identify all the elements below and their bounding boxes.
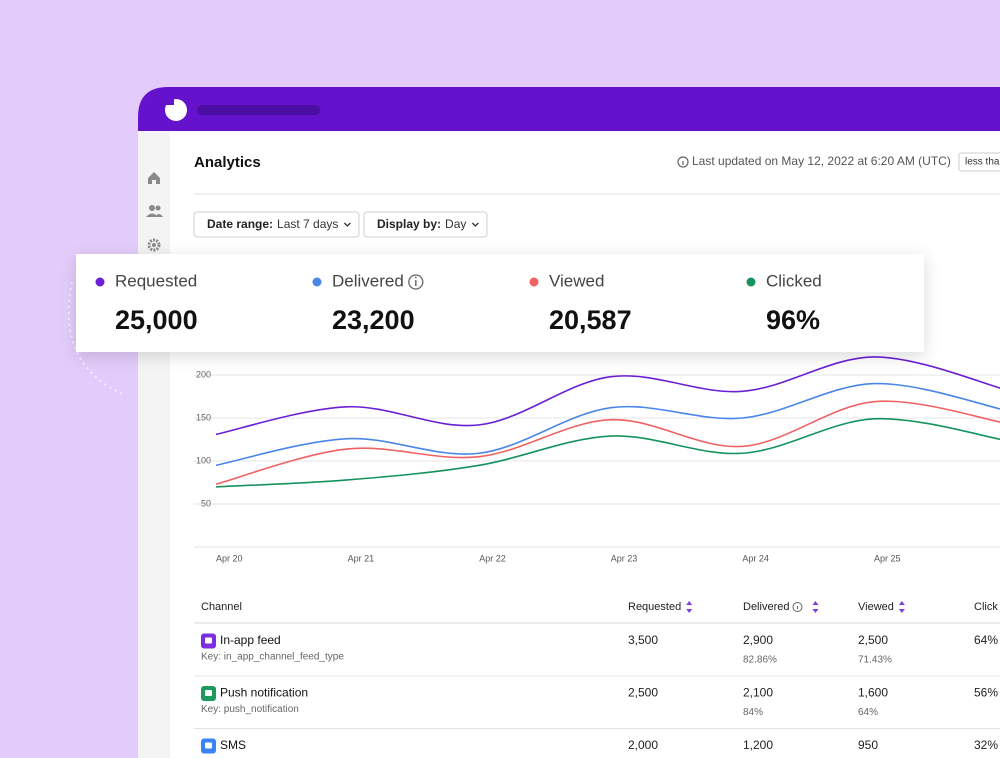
info-icon xyxy=(677,156,689,168)
total-value: 23,200 xyxy=(332,305,415,335)
channel-key: Key: push_notification xyxy=(201,704,299,715)
filter-value: Day xyxy=(445,217,466,231)
filters: Date range: Last 7 days Display by: Day xyxy=(193,211,488,238)
cell-percent: 82.86% xyxy=(743,655,777,666)
cell-value: 2,500 xyxy=(628,686,658,700)
column-header: Channel xyxy=(201,601,242,613)
top-bar xyxy=(138,87,1000,131)
x-tick-label: Apr 23 xyxy=(611,553,638,563)
last-updated: Last updated on May 12, 2022 at 6:20 AM … xyxy=(692,154,951,168)
x-tick-label: Apr 21 xyxy=(348,553,375,563)
chart: 50 100 150 200 Apr 20 Apr 21 Apr 22 Apr 23 Apr 2… xyxy=(194,356,1000,563)
sort-icon[interactable] xyxy=(686,601,693,613)
cell-value: 56% xyxy=(974,686,998,700)
legend-dot xyxy=(95,277,105,287)
cell-value: 32% xyxy=(974,738,998,752)
info-icon-dot xyxy=(414,276,417,279)
cell-value: 1,200 xyxy=(743,738,773,752)
badge-text: less tha xyxy=(965,157,1000,168)
filter-button[interactable] xyxy=(363,211,488,238)
cell-value: 950 xyxy=(858,738,878,752)
filter-label: Display by: xyxy=(377,217,441,231)
cell-percent: 71.43% xyxy=(858,655,892,666)
legend-label: Viewed xyxy=(549,271,604,290)
info-icon xyxy=(792,602,803,612)
legend-dot xyxy=(529,277,539,287)
cell-value: 2,900 xyxy=(743,633,773,647)
url-bar xyxy=(197,105,320,115)
column-header: Click xyxy=(974,601,998,613)
settings-icon[interactable] xyxy=(147,238,161,252)
channel-icon-glyph xyxy=(205,742,212,749)
x-tick-label: Apr 24 xyxy=(742,553,769,563)
logo-notch xyxy=(165,99,174,105)
cell-value: 1,600 xyxy=(858,686,888,700)
chevron xyxy=(471,222,479,227)
total-value: 25,000 xyxy=(115,305,198,335)
table: Channel Requested Delivered Viewed Click In-a… xyxy=(194,601,1000,754)
info-icon xyxy=(408,274,424,290)
legend-label: Delivered xyxy=(332,271,404,290)
legend-label: Requested xyxy=(115,271,197,290)
users-icon[interactable] xyxy=(146,205,163,217)
channel-key: Key: in_app_channel_feed_type xyxy=(201,652,344,663)
sort-icon[interactable] xyxy=(898,601,905,613)
y-tick-label: 200 xyxy=(196,369,211,379)
home-icon[interactable] xyxy=(148,172,160,184)
legend-dot xyxy=(746,277,756,287)
cell-value: 64% xyxy=(974,633,998,647)
chevron xyxy=(343,222,351,227)
cell-value: 2,100 xyxy=(743,686,773,700)
decoration xyxy=(67,281,126,396)
channel-name[interactable]: Push notification xyxy=(220,686,308,700)
sort-icon[interactable] xyxy=(812,601,819,613)
legend-label: Clicked xyxy=(766,271,822,290)
y-tick-label: 100 xyxy=(196,455,211,465)
series-line xyxy=(215,417,1000,488)
filter-label: Date range: xyxy=(207,217,273,231)
x-tick-label: Apr 20 xyxy=(216,553,243,563)
cell-percent: 84% xyxy=(743,707,763,718)
series-line xyxy=(215,356,1000,436)
y-tick-label: 50 xyxy=(201,498,211,508)
x-tick-label: Apr 25 xyxy=(874,553,901,563)
column-header: Viewed xyxy=(858,601,894,613)
total-value: 96% xyxy=(766,305,820,335)
cell-value: 3,500 xyxy=(628,633,658,647)
total-value: 20,587 xyxy=(549,305,632,335)
channel-name[interactable]: In-app feed xyxy=(220,633,281,647)
y-tick-label: 150 xyxy=(196,412,211,422)
column-header: Delivered xyxy=(743,601,789,613)
series-line xyxy=(215,400,1000,485)
x-tick-label: Apr 22 xyxy=(479,553,506,563)
card-background xyxy=(76,254,924,352)
page-title: Analytics xyxy=(194,154,261,171)
badge xyxy=(958,152,1000,172)
filter-value: Last 7 days xyxy=(277,217,338,231)
cell-value: 2,000 xyxy=(628,738,658,752)
filter-button[interactable] xyxy=(193,211,360,238)
channel-icon-glyph xyxy=(205,690,212,696)
channel-icon-glyph xyxy=(205,637,212,644)
sidebar xyxy=(138,131,170,758)
channel-name[interactable]: SMS xyxy=(220,738,246,752)
cell-percent: 64% xyxy=(858,707,878,718)
series-line xyxy=(215,382,1000,467)
cell-value: 2,500 xyxy=(858,633,888,647)
summary-card: Requested 25,000 Delivered 23,200 Viewed 20,5… xyxy=(76,254,924,352)
column-header: Requested xyxy=(628,601,681,613)
legend-dot xyxy=(312,277,322,287)
